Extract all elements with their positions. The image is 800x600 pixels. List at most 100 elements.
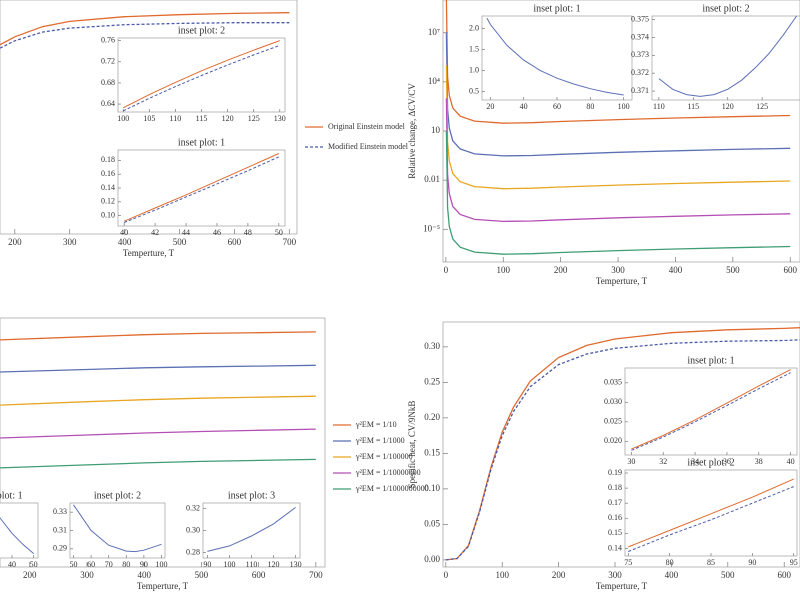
x-tick-label: 110 bbox=[170, 114, 182, 123]
x-tick-label: 40 bbox=[120, 228, 128, 237]
y-tick-label: 0.28 bbox=[186, 547, 200, 556]
y-tick-label: 0.29 bbox=[53, 544, 67, 553]
x-tick-label: 38 bbox=[755, 457, 763, 466]
x-tick-label: 40 bbox=[8, 560, 16, 569]
y-tick-label: 0.371 bbox=[631, 86, 649, 95]
series-line bbox=[658, 15, 798, 97]
y-tick-label: 0.68 bbox=[101, 78, 115, 87]
x-tick-label: 200 bbox=[23, 570, 37, 580]
x-tick-label: 42 bbox=[151, 228, 159, 237]
x-tick-label: 500 bbox=[721, 570, 735, 580]
x-tick-label: 300 bbox=[611, 265, 625, 275]
inset-frame bbox=[481, 15, 633, 101]
series-line bbox=[124, 153, 280, 222]
series-line bbox=[73, 504, 162, 553]
y-tick-label: 0.020 bbox=[604, 436, 622, 445]
x-tick-label: 50 bbox=[30, 560, 38, 569]
x-tick-label: 120 bbox=[268, 560, 280, 569]
y-tick-label: 0.12 bbox=[101, 197, 115, 206]
y-tick-label: 1.0 bbox=[469, 65, 479, 74]
inset-title: inset plot: 3 bbox=[228, 490, 275, 501]
legend-label: γ²EM = 1/10 bbox=[355, 420, 397, 429]
x-tick-label: 90 bbox=[748, 558, 756, 567]
series-line bbox=[0, 22, 290, 49]
y-axis-label: Specific heat, CV/9NkB bbox=[407, 401, 417, 489]
x-tick-label: 200 bbox=[8, 237, 22, 247]
inset-title: inset plot: 1 bbox=[687, 355, 734, 366]
inset-frame bbox=[0, 502, 39, 559]
x-tick-label: 32 bbox=[659, 457, 667, 466]
inset-title: inset plot: 2 bbox=[687, 457, 734, 468]
y-tick-label: 0.25 bbox=[424, 376, 440, 386]
y-tick-label: 0.375 bbox=[631, 14, 649, 23]
x-tick-label: 500 bbox=[195, 570, 209, 580]
series-line bbox=[0, 395, 316, 406]
inset-title: inset plot: 2 bbox=[178, 25, 225, 36]
inset-title: inset plot: 1 bbox=[178, 137, 225, 148]
inset-title: inset plot: 2 bbox=[702, 3, 749, 14]
x-tick-label: 85 bbox=[707, 558, 715, 567]
y-tick-label: 0.05 bbox=[424, 518, 440, 528]
series-line bbox=[445, 339, 800, 561]
x-tick-label: 400 bbox=[137, 570, 151, 580]
x-tick-label: 80 bbox=[666, 558, 674, 567]
series-line bbox=[122, 44, 280, 112]
y-tick-label: 1.5 bbox=[469, 44, 479, 53]
series-line bbox=[0, 364, 316, 373]
series-line bbox=[486, 17, 624, 96]
y-tick-label: 0.10 bbox=[424, 483, 440, 493]
x-tick-label: 300 bbox=[80, 570, 94, 580]
y-tick-label: 0.30 bbox=[186, 525, 200, 534]
series-line bbox=[445, 130, 791, 255]
legend-label: Original Einstein model bbox=[328, 122, 406, 131]
x-tick-label: 400 bbox=[669, 265, 683, 275]
x-tick-label: 100 bbox=[155, 560, 167, 569]
x-tick-label: 60 bbox=[553, 102, 561, 111]
inset-frame bbox=[202, 502, 301, 559]
legend-label: γ²EM = 1/1000 bbox=[355, 436, 405, 445]
x-tick-label: 300 bbox=[63, 237, 77, 247]
x-tick-label: 400 bbox=[665, 570, 679, 580]
x-tick-label: 110 bbox=[246, 560, 258, 569]
y-tick-label: 10 bbox=[431, 125, 441, 135]
series-line bbox=[631, 372, 791, 451]
x-tick-label: 500 bbox=[173, 237, 187, 247]
y-tick-label: 0.025 bbox=[604, 417, 622, 426]
y-tick-label: 0.72 bbox=[101, 57, 115, 66]
x-tick-label: 100 bbox=[495, 570, 509, 580]
y-tick-label: 0.372 bbox=[631, 68, 649, 77]
x-tick-label: 600 bbox=[777, 570, 791, 580]
series-line bbox=[0, 331, 316, 341]
x-tick-label: 400 bbox=[118, 237, 132, 247]
x-tick-label: 130 bbox=[290, 560, 302, 569]
legend-label: γ²EM = 1/100000 bbox=[355, 452, 413, 461]
x-tick-label: 100 bbox=[223, 560, 235, 569]
y-tick-label: 0.01 bbox=[424, 174, 440, 184]
y-tick-label: 0.15 bbox=[424, 447, 440, 457]
y-tick-label: 0.035 bbox=[604, 378, 622, 387]
y-tick-label: 0.20 bbox=[424, 412, 440, 422]
y-tick-label: 0.18 bbox=[101, 155, 115, 164]
y-tick-label: 0.31 bbox=[53, 525, 67, 534]
y-tick-label: 0.76 bbox=[101, 35, 115, 44]
x-tick-label: 100 bbox=[117, 114, 129, 123]
series-line bbox=[0, 458, 316, 469]
series-line bbox=[628, 478, 794, 548]
y-axis-label: Relative change, ΔCV/CV bbox=[407, 83, 417, 179]
x-tick-label: 115 bbox=[687, 102, 699, 111]
inset-title: inset plot: 1 bbox=[533, 3, 580, 14]
series-line bbox=[631, 369, 791, 450]
x-axis-label: Temperture, T bbox=[123, 248, 175, 258]
x-tick-label: 30 bbox=[627, 457, 635, 466]
inset-frame bbox=[624, 469, 798, 557]
y-tick-label: 0.374 bbox=[631, 32, 649, 41]
legend-label: Modified Einstein model bbox=[328, 142, 409, 151]
y-tick-label: 0.15 bbox=[608, 528, 622, 537]
y-tick-label: 0.14 bbox=[608, 543, 622, 552]
y-tick-label: 0.32 bbox=[186, 503, 200, 512]
y-tick-label: 0.16 bbox=[608, 513, 622, 522]
inset-title: inset plot: 2 bbox=[94, 490, 141, 501]
series-line bbox=[0, 12, 290, 46]
